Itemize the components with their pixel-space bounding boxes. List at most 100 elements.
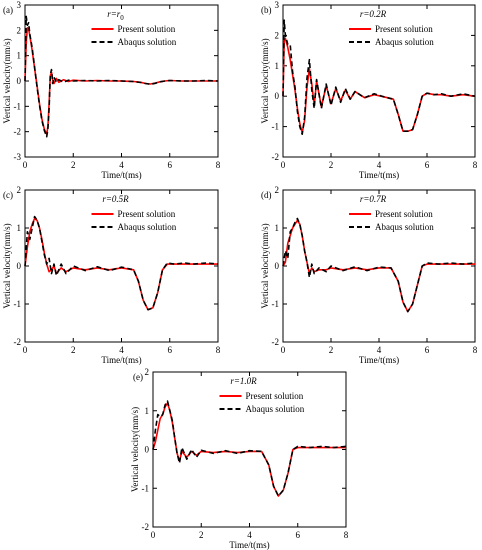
x-tick-label: 0 bbox=[23, 345, 28, 355]
legend-label-present: Present solution bbox=[246, 391, 304, 401]
series-line-present bbox=[282, 37, 476, 134]
y-axis-label: Vertical velocity(mm/s) bbox=[2, 38, 12, 123]
x-axis-label: Time/t(ms) bbox=[359, 355, 399, 365]
x-tick-label: 2 bbox=[329, 160, 334, 170]
x-axis-label: Time/t(ms) bbox=[359, 170, 399, 180]
radius-label: r=r0 bbox=[107, 9, 124, 22]
radius-label: r=0.5R bbox=[102, 194, 129, 204]
y-tick-label: -1 bbox=[272, 299, 280, 309]
y-tick-label: -1 bbox=[14, 101, 22, 111]
x-tick-label: 8 bbox=[216, 345, 221, 355]
y-tick-label: 2 bbox=[17, 25, 22, 35]
panel-label: (c) bbox=[3, 190, 13, 200]
x-axis-label: Time/t(ms) bbox=[229, 540, 269, 550]
x-tick-label: 6 bbox=[168, 345, 173, 355]
x-tick-label: 8 bbox=[473, 345, 478, 355]
x-tick-label: 6 bbox=[168, 160, 173, 170]
radius-value: 0.2R bbox=[369, 9, 386, 19]
legend-label-abaqus: Abaqus solution bbox=[375, 222, 434, 232]
y-tick-label: 1 bbox=[275, 223, 280, 233]
radius-prefix: r= bbox=[107, 9, 117, 19]
radius-value: 0.7R bbox=[369, 194, 386, 204]
y-tick-label: -2 bbox=[14, 337, 22, 347]
x-tick-label: 0 bbox=[151, 530, 156, 540]
radius-subscript: 0 bbox=[120, 14, 124, 22]
x-tick-label: 4 bbox=[377, 345, 382, 355]
radius-prefix: r= bbox=[360, 194, 370, 204]
y-tick-label: -1 bbox=[14, 299, 22, 309]
series-line-present bbox=[152, 402, 346, 497]
y-axis-label: Vertical velocity(mm/s) bbox=[2, 223, 12, 308]
panel-label: (a) bbox=[3, 5, 13, 15]
y-tick-label: 0 bbox=[275, 91, 280, 101]
panel-label: (b) bbox=[261, 5, 272, 15]
x-tick-label: 6 bbox=[425, 160, 430, 170]
x-tick-label: 2 bbox=[199, 530, 204, 540]
chart-panel-c: 0 2 4 6 8 -2 -1 0 1 2 Time/t(ms) Vertical velocity(… bbox=[2, 185, 221, 365]
legend-label-abaqus: Abaqus solution bbox=[246, 404, 305, 414]
y-tick-label: 2 bbox=[17, 185, 22, 195]
y-tick-label: 1 bbox=[17, 223, 22, 233]
y-tick-label: 2 bbox=[145, 367, 150, 377]
x-tick-label: 4 bbox=[247, 530, 252, 540]
x-tick-label: 2 bbox=[329, 345, 334, 355]
y-tick-label: 2 bbox=[275, 185, 280, 195]
y-tick-label: 0 bbox=[145, 445, 150, 455]
radius-prefix: r= bbox=[102, 194, 112, 204]
panel-label: (d) bbox=[261, 190, 272, 200]
x-tick-label: 0 bbox=[281, 345, 286, 355]
y-tick-label: -2 bbox=[142, 522, 150, 532]
chart-panel-b: 0 2 4 6 8 -2 -1 0 1 2 3 Time/t(ms) Vertical velocity… bbox=[260, 0, 478, 180]
series-line-abaqus bbox=[24, 215, 219, 311]
y-tick-label: -2 bbox=[272, 152, 280, 162]
x-axis-label: Time/t(ms) bbox=[101, 170, 141, 180]
x-tick-label: 0 bbox=[281, 160, 286, 170]
series-line-abaqus bbox=[152, 400, 347, 497]
series-line-abaqus bbox=[24, 15, 219, 138]
y-tick-label: 1 bbox=[275, 61, 280, 71]
radius-value: 0.5R bbox=[112, 194, 129, 204]
x-tick-label: 4 bbox=[119, 345, 124, 355]
y-axis-label: Vertical velocity(mm/s) bbox=[130, 407, 140, 492]
x-axis-label: Time/t(ms) bbox=[101, 355, 141, 365]
legend-label-present: Present solution bbox=[375, 209, 433, 219]
x-tick-label: 8 bbox=[344, 530, 349, 540]
x-tick-label: 6 bbox=[296, 530, 301, 540]
radius-prefix: r= bbox=[360, 9, 370, 19]
x-tick-label: 4 bbox=[377, 160, 382, 170]
series-line-abaqus bbox=[282, 19, 476, 135]
radius-value: 1.0R bbox=[240, 376, 257, 386]
y-tick-label: -1 bbox=[272, 122, 280, 132]
chart-panel-d: 0 2 4 6 8 -2 -1 0 1 2 Time/t(ms) Vertical velocity(… bbox=[260, 185, 478, 365]
y-tick-label: 0 bbox=[17, 76, 22, 86]
x-tick-label: 2 bbox=[71, 160, 76, 170]
legend-label-abaqus: Abaqus solution bbox=[118, 222, 177, 232]
x-tick-label: 8 bbox=[216, 160, 221, 170]
legend-label-abaqus: Abaqus solution bbox=[375, 37, 434, 47]
y-tick-label: 3 bbox=[275, 0, 280, 10]
chart-panel-a: 0 2 4 6 8 -3 -2 -1 0 1 2 3 Time/t(ms) Vertical veloci… bbox=[2, 0, 221, 180]
chart-panel-e: 0 2 4 6 8 -2 -1 0 1 2 Time/t(ms) Vertical velocity(… bbox=[130, 367, 349, 550]
legend-label-abaqus: Abaqus solution bbox=[118, 37, 177, 47]
radius-label: r=0.2R bbox=[360, 9, 387, 19]
x-tick-label: 2 bbox=[71, 345, 76, 355]
y-tick-label: 2 bbox=[275, 30, 280, 40]
legend-label-present: Present solution bbox=[118, 209, 176, 219]
x-tick-label: 4 bbox=[119, 160, 124, 170]
y-tick-label: 0 bbox=[17, 261, 22, 271]
legend-label-present: Present solution bbox=[118, 24, 176, 34]
y-tick-label: -2 bbox=[272, 337, 280, 347]
legend-label-present: Present solution bbox=[375, 24, 433, 34]
x-tick-label: 6 bbox=[425, 345, 430, 355]
y-tick-label: -3 bbox=[14, 152, 22, 162]
x-tick-label: 8 bbox=[473, 160, 478, 170]
y-axis-label: Vertical velocity(mm/s) bbox=[260, 223, 270, 308]
radius-value: r bbox=[117, 9, 121, 19]
x-tick-label: 0 bbox=[23, 160, 28, 170]
panel-label: (e) bbox=[133, 372, 143, 382]
radius-label: r=0.7R bbox=[360, 194, 387, 204]
y-tick-label: 1 bbox=[17, 51, 22, 61]
series-line-abaqus bbox=[282, 217, 476, 313]
y-tick-label: -1 bbox=[142, 483, 150, 493]
